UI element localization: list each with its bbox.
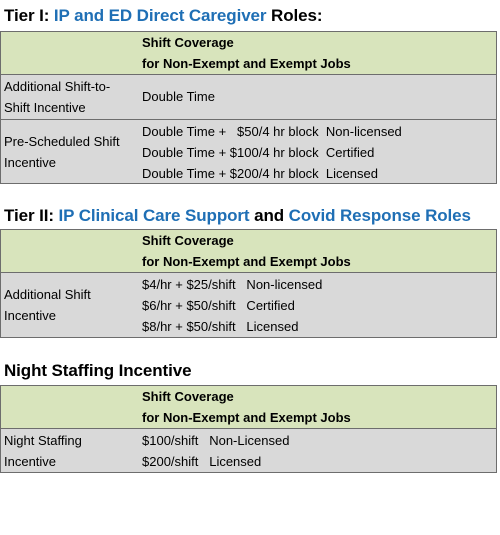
tier2-title-highlight-1: IP Clinical Care Support [58, 206, 250, 225]
tier1-title-prefix: Tier I: [4, 6, 54, 25]
tier1-header-line1: Shift Coverage [142, 35, 234, 50]
row-label-line: Incentive [4, 308, 57, 323]
row-value-line: Double Time + $200/4 hr block Licensed [142, 166, 378, 181]
tier1-title: Tier I: IP and ED Direct Caregiver Roles… [4, 6, 323, 26]
row-value-line: $4/hr + $25/shift Non-licensed [142, 277, 323, 292]
row-label-line: Pre-Scheduled Shift [4, 134, 120, 149]
row-value-line: Double Time + $50/4 hr block Non-license… [142, 124, 402, 139]
row-value-line: $8/hr + $50/shift Licensed [142, 319, 299, 334]
night-table-header: Shift Coverage for Non-Exempt and Exempt… [1, 386, 496, 429]
tier1-title-suffix: Roles: [266, 6, 323, 25]
tier2-table-header: Shift Coverage for Non-Exempt and Exempt… [1, 230, 496, 273]
tier2-header-line2: for Non-Exempt and Exempt Jobs [142, 254, 351, 269]
row-label-line: Shift Incentive [4, 100, 86, 115]
tier2-title-prefix: Tier II: [4, 206, 59, 225]
tier1-table-header: Shift Coverage for Non-Exempt and Exempt… [1, 32, 496, 75]
night-header-line2: for Non-Exempt and Exempt Jobs [142, 410, 351, 425]
tier2-title-middle: and [249, 206, 289, 225]
tier2-title-highlight-2: Covid Response Roles [288, 206, 471, 225]
row-label-line: Night Staffing [4, 433, 82, 448]
tier2-header-line1: Shift Coverage [142, 233, 234, 248]
night-title: Night Staffing Incentive [4, 361, 192, 380]
tier2-title: Tier II: IP Clinical Care Support and Co… [4, 206, 471, 226]
row-value-line: $6/hr + $50/shift Certified [142, 298, 295, 313]
row-label-line: Incentive [4, 454, 57, 469]
tier2-table: Shift Coverage for Non-Exempt and Exempt… [0, 229, 497, 338]
night-table: Shift Coverage for Non-Exempt and Exempt… [0, 385, 497, 473]
row-value-line: $200/shift Licensed [142, 454, 262, 469]
row-value-line: Double Time [142, 89, 215, 104]
tier1-header-line2: for Non-Exempt and Exempt Jobs [142, 56, 351, 71]
night-header-line1: Shift Coverage [142, 389, 234, 404]
row-label-line: Incentive [4, 155, 57, 170]
row-value-line: Double Time + $100/4 hr block Certified [142, 145, 375, 160]
tier2-row-additional-shift: Additional Shift Incentive $4/hr + $25/s… [1, 273, 496, 337]
row-label-line: Additional Shift-to- [4, 79, 111, 94]
tier1-title-highlight: IP and ED Direct Caregiver [53, 6, 267, 25]
row-value-line: $100/shift Non-Licensed [142, 433, 290, 448]
tier1-row-prescheduled: Pre-Scheduled Shift Incentive Double Tim… [1, 119, 496, 183]
tier1-row-additional-shift: Additional Shift-to- Shift Incentive Dou… [1, 75, 496, 119]
row-label-line: Additional Shift [4, 287, 91, 302]
tier1-table: Shift Coverage for Non-Exempt and Exempt… [0, 31, 497, 184]
night-row-incentive: Night Staffing Incentive $100/shift Non-… [1, 429, 496, 472]
